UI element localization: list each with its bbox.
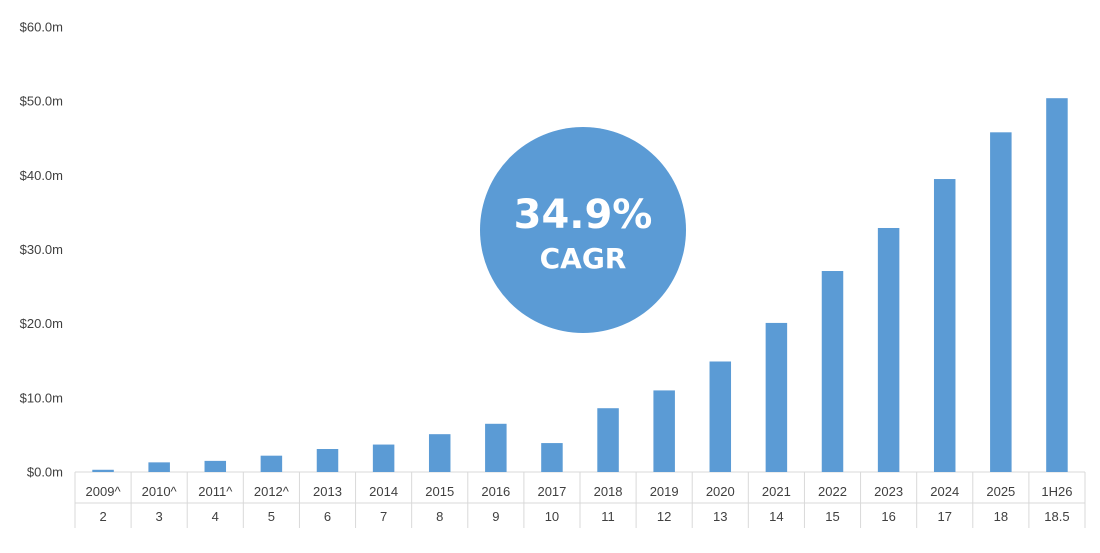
x-category-label: 2021: [762, 484, 791, 499]
x-category-label: 2012^: [254, 484, 290, 499]
cagr-label: CAGR: [540, 242, 627, 275]
bar: [821, 271, 844, 472]
y-tick-label: $60.0m: [20, 20, 63, 35]
x-subcategory-label: 6: [324, 509, 331, 524]
x-category-label: 2016: [481, 484, 510, 499]
bar: [597, 408, 619, 472]
bar: [653, 390, 675, 472]
x-category-label: 2019: [650, 484, 679, 499]
bar: [1046, 98, 1068, 472]
x-category-label: 2011^: [198, 484, 233, 499]
x-subcategory-label: 17: [937, 509, 951, 524]
x-subcategory-label: 18: [994, 509, 1008, 524]
axes: [74, 471, 1086, 528]
x-subcategory-label: 14: [769, 509, 783, 524]
bar: [260, 455, 283, 472]
cagr-value: 34.9%: [514, 192, 653, 238]
x-subcategory-label: 3: [156, 509, 163, 524]
x-subcategory-label: 13: [713, 509, 727, 524]
y-tick-label: $30.0m: [20, 242, 63, 257]
y-tick-label: $0.0m: [27, 465, 63, 480]
x-category-label: 2022: [818, 484, 847, 499]
x-subcategory-label: 2: [99, 509, 106, 524]
x-subcategory-label: 5: [268, 509, 275, 524]
x-subcategory-label: 7: [380, 509, 387, 524]
x-category-label: 1H26: [1041, 484, 1072, 499]
x-category-label: 2023: [874, 484, 903, 499]
bar: [709, 361, 732, 472]
bar: [765, 322, 788, 472]
x-subcategory-label: 12: [657, 509, 671, 524]
x-subcategory-label: 18.5: [1044, 509, 1069, 524]
y-tick-label: $10.0m: [20, 390, 63, 405]
x-subcategory-label: 4: [212, 509, 219, 524]
bar: [148, 462, 170, 472]
bar: [541, 443, 563, 472]
x-category-label: 2010^: [142, 484, 178, 499]
bars: [92, 98, 1068, 473]
bar: [990, 132, 1012, 473]
y-tick-label: $50.0m: [20, 94, 63, 109]
bar: [485, 423, 507, 472]
x-category-label: 2018: [594, 484, 623, 499]
y-tick-label: $40.0m: [20, 168, 63, 183]
x-category-label: 2020: [706, 484, 735, 499]
bar: [877, 227, 900, 472]
bar: [933, 179, 956, 472]
x-category-label: 2015: [425, 484, 454, 499]
x-category-label: 2009^: [86, 484, 122, 499]
x-category-label: 2024: [930, 484, 959, 499]
x-subcategory-label: 11: [601, 509, 615, 524]
y-tick-label: $20.0m: [20, 316, 63, 331]
x-category-label: 2013: [313, 484, 342, 499]
x-subcategory-label: 10: [545, 509, 559, 524]
bar: [204, 460, 227, 472]
x-subcategory-label: 15: [825, 509, 839, 524]
x-category-label: 2025: [986, 484, 1015, 499]
x-subcategory-label: 9: [492, 509, 499, 524]
cagr-badge: 34.9% CAGR: [480, 127, 686, 333]
cagr-badge-circle: [480, 127, 686, 333]
bar: [92, 469, 114, 472]
y-axis-labels: $0.0m $10.0m $20.0m $30.0m $40.0m $50.0m $60.0…: [20, 20, 63, 480]
bar: [372, 444, 395, 472]
bar: [316, 449, 339, 472]
x-category-label: 2014: [369, 484, 398, 499]
x-category-label: 2017: [537, 484, 566, 499]
x-subcategory-label: 16: [881, 509, 895, 524]
bar: [428, 434, 451, 472]
x-subcategory-label: 8: [436, 509, 443, 524]
category-labels: 2009^ 2 2010^ 3 2011^ 4 2012^ 5 2013 6 2014 7 2015 8 2…: [86, 484, 1073, 524]
